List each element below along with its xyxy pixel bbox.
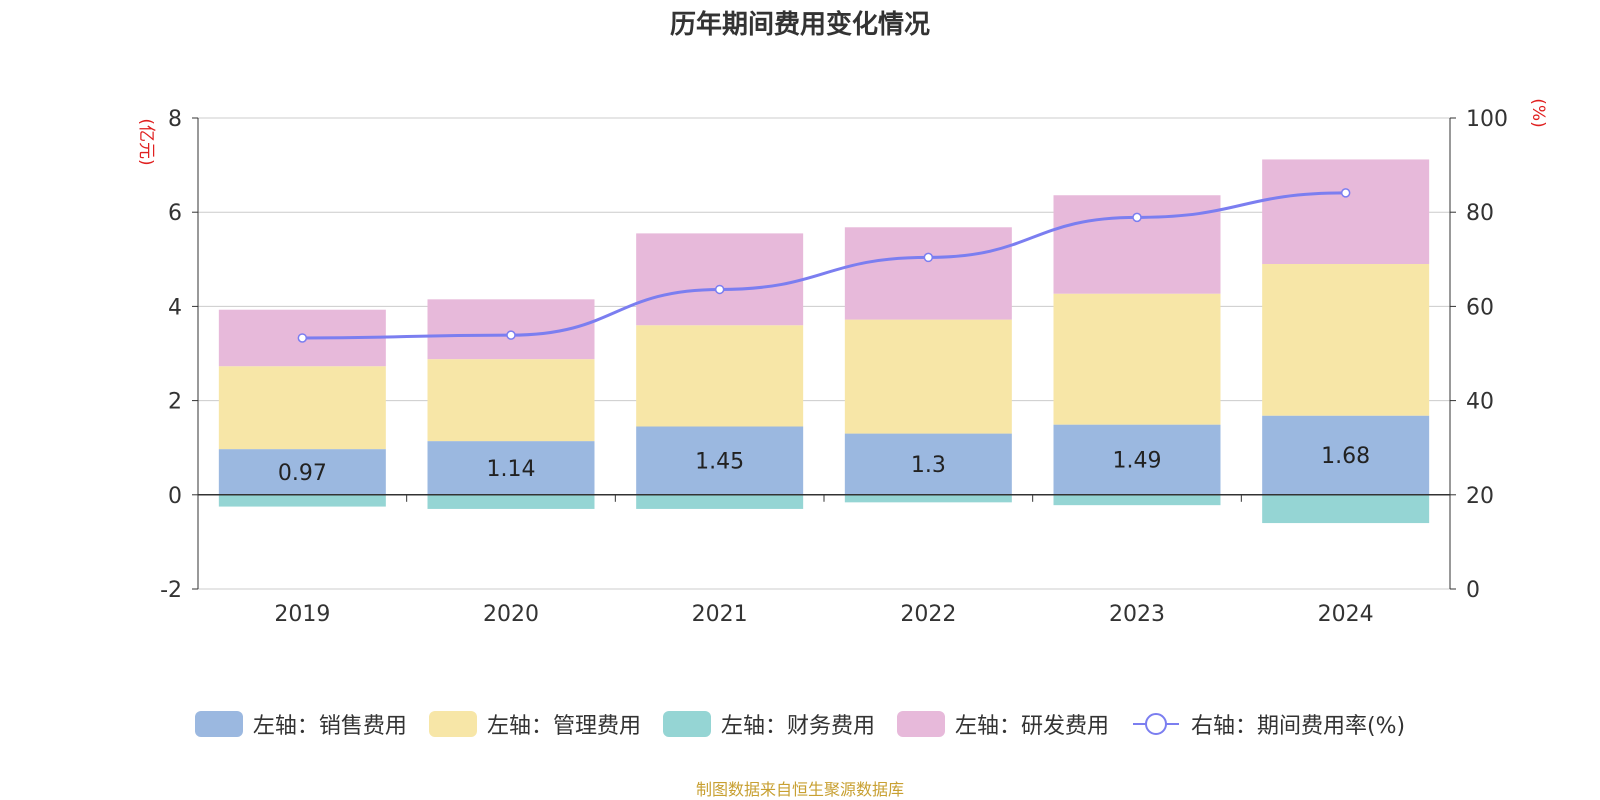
bar-rd-2022 bbox=[844, 227, 1012, 320]
bar-sales-2022 bbox=[844, 433, 1012, 495]
bar-sales-2020 bbox=[427, 441, 595, 495]
bar-finance-2023 bbox=[1053, 494, 1221, 506]
legend-label-sales: 左轴：销售费用 bbox=[252, 714, 407, 739]
bar-sales-2019 bbox=[218, 449, 386, 495]
right-axis-tick-label: 40 bbox=[1466, 390, 1494, 415]
data-label-sales-2020: 1.14 bbox=[487, 457, 536, 482]
right-axis-unit-label: (%) bbox=[1528, 98, 1548, 127]
expense-rate-line bbox=[302, 191, 1346, 340]
expense-rate-point-2021 bbox=[714, 284, 725, 295]
right-axis-tick-label: 20 bbox=[1466, 484, 1494, 509]
legend-label-expense-rate: 右轴：期间费用率(%) bbox=[1190, 714, 1406, 739]
bar-admin-2023 bbox=[1053, 293, 1221, 425]
left-axis-tick-label: -2 bbox=[160, 578, 182, 603]
legend: 左轴：销售费用 左轴：管理费用 左轴：财务费用 左轴：研发费用 右轴：期间费用率… bbox=[0, 708, 1600, 740]
bar-finance-2021 bbox=[636, 494, 804, 509]
x-axis-label-2024: 2024 bbox=[1318, 602, 1374, 627]
left-axis-tick-label: 0 bbox=[168, 484, 182, 509]
data-label-sales-2024: 1.68 bbox=[1321, 444, 1370, 469]
right-axis-tick-label: 80 bbox=[1466, 201, 1494, 226]
x-axis-label-2023: 2023 bbox=[1109, 602, 1165, 627]
legend-item-rd[interactable]: 左轴：研发费用 bbox=[896, 708, 1109, 740]
x-axis-label-2020: 2020 bbox=[483, 602, 539, 627]
legend-item-sales[interactable]: 左轴：销售费用 bbox=[194, 708, 407, 740]
bar-finance-2020 bbox=[427, 494, 595, 509]
bar-rd-2023 bbox=[1053, 195, 1221, 294]
bar-sales-2023 bbox=[1053, 424, 1221, 495]
bar-finance-2019 bbox=[218, 494, 386, 507]
legend-label-finance: 左轴：财务费用 bbox=[720, 714, 875, 739]
expense-rate-point-2019 bbox=[297, 333, 308, 343]
chart-title: 历年期间费用变化情况 bbox=[669, 10, 930, 40]
bar-admin-2020 bbox=[427, 359, 595, 442]
legend-item-admin[interactable]: 左轴：管理费用 bbox=[428, 708, 641, 740]
x-axis-label-2022: 2022 bbox=[900, 602, 956, 627]
x-axis-label-2021: 2021 bbox=[692, 602, 748, 627]
bar-admin-2022 bbox=[844, 319, 1012, 434]
left-axis-unit-label: (亿元) bbox=[136, 118, 156, 165]
right-axis-tick-label: 0 bbox=[1466, 578, 1480, 603]
bar-admin-2019 bbox=[218, 366, 386, 450]
bar-finance-2024 bbox=[1262, 494, 1430, 524]
legend-swatch-admin bbox=[428, 711, 477, 737]
expense-rate-point-2022 bbox=[923, 252, 934, 263]
bar-admin-2024 bbox=[1262, 264, 1430, 416]
bar-admin-2021 bbox=[636, 325, 804, 427]
data-label-sales-2023: 1.49 bbox=[1113, 449, 1162, 474]
bar-rd-2021 bbox=[636, 233, 804, 326]
bar-sales-2021 bbox=[636, 426, 804, 495]
left-axis-tick-label: 8 bbox=[168, 107, 182, 132]
x-axis-label-2019: 2019 bbox=[274, 602, 330, 627]
left-axis-tick-label: 6 bbox=[168, 201, 182, 226]
expense-rate-point-2024 bbox=[1340, 188, 1351, 198]
right-axis-tick-label: 100 bbox=[1466, 107, 1508, 132]
data-label-sales-2022: 1.3 bbox=[911, 453, 946, 478]
legend-item-finance[interactable]: 左轴：财务费用 bbox=[662, 708, 875, 740]
legend-swatch-finance bbox=[662, 711, 711, 737]
legend-swatch-rd bbox=[896, 711, 945, 737]
left-axis-tick-label: 4 bbox=[168, 295, 182, 320]
legend-line-marker-icon bbox=[1132, 713, 1179, 735]
bar-rd-2024 bbox=[1262, 159, 1430, 265]
legend-label-rd: 左轴：研发费用 bbox=[954, 714, 1109, 739]
expense-rate-point-2020 bbox=[506, 330, 516, 340]
data-source-note: 制图数据来自恒生聚源数据库 bbox=[695, 780, 904, 799]
legend-item-expense-rate[interactable]: 右轴：期间费用率(%) bbox=[1131, 708, 1405, 740]
left-axis-tick-label: 2 bbox=[168, 390, 182, 415]
data-label-sales-2019: 0.97 bbox=[278, 461, 327, 486]
expense-rate-point-2023 bbox=[1132, 212, 1142, 223]
legend-swatch-sales bbox=[194, 711, 243, 737]
bar-finance-2022 bbox=[844, 494, 1012, 503]
legend-label-admin: 左轴：管理费用 bbox=[486, 714, 641, 739]
bar-sales-2024 bbox=[1262, 415, 1430, 495]
data-label-sales-2021: 1.45 bbox=[695, 450, 744, 475]
right-axis-tick-label: 60 bbox=[1466, 295, 1494, 320]
